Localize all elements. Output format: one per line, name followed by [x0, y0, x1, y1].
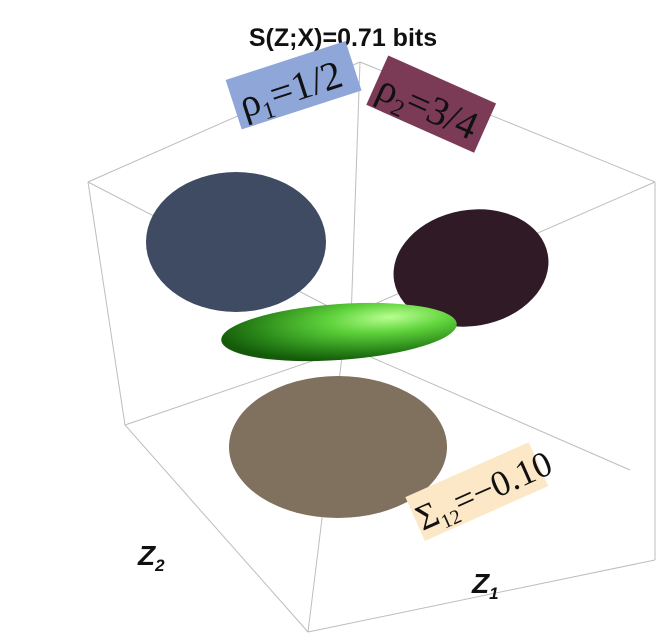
sigma12-label: Σ12=−0.10 — [405, 442, 558, 541]
rho1-value: =1/2 — [264, 51, 348, 117]
sigma12-label-background — [405, 442, 549, 541]
rho2-label-background — [366, 55, 497, 153]
ellipsoid — [221, 302, 457, 362]
edge-front-bottom-right — [307, 559, 656, 633]
z2-axis-label: Z2 — [137, 540, 165, 575]
rho2-projection-ellipse — [393, 209, 549, 327]
edge-back-vertical — [349, 61, 361, 349]
rho2-label: ρ2=3/4 — [366, 55, 497, 153]
z2-axis-sub: 2 — [154, 556, 165, 575]
z2-axis-main: Z — [137, 540, 156, 571]
rho1-projection-ellipse — [146, 172, 326, 312]
edge-left-vertical — [87, 181, 126, 426]
sigma12-projection-ellipse — [229, 376, 447, 518]
rho1-label-background — [225, 41, 362, 130]
z1-axis-label: Z1 — [471, 568, 499, 603]
z1-axis-main: Z — [471, 568, 490, 599]
z1-axis-sub: 1 — [489, 584, 498, 603]
edge-front-bottom-left — [124, 424, 309, 633]
rho1-label: ρ1=1/2 — [225, 41, 362, 130]
edge-back-bottom-right — [349, 347, 631, 471]
